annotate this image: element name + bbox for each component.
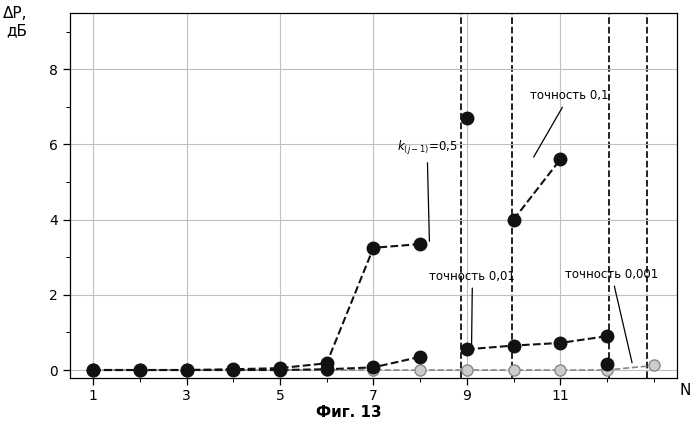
Text: точность 0,01: точность 0,01 bbox=[429, 269, 515, 347]
Text: Фиг. 13: Фиг. 13 bbox=[316, 405, 382, 420]
Text: точность 0,1: точность 0,1 bbox=[530, 89, 609, 157]
Text: точность 0,001: точность 0,001 bbox=[565, 268, 658, 363]
Text: $k_{(j-1)}$=0,5: $k_{(j-1)}$=0,5 bbox=[396, 139, 457, 241]
Y-axis label: ΔP,
дБ: ΔP, дБ bbox=[3, 6, 27, 38]
Text: N: N bbox=[679, 383, 691, 398]
